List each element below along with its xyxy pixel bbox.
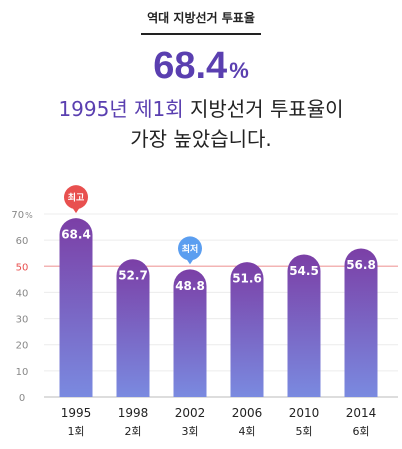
y-tick-label: 0 [19, 393, 25, 404]
badge-pointer [186, 258, 194, 265]
y-tick-label: 20 [16, 341, 29, 352]
bar-value-label: 48.8 [175, 279, 205, 293]
bar-value-label: 68.4 [61, 228, 91, 242]
highlight-number: 68.4 [153, 45, 228, 87]
x-sub-label: 3회 [181, 425, 198, 438]
x-tick-label: 2002 [175, 406, 206, 420]
badge-circle [178, 236, 202, 261]
y-tick-label: 40 [16, 288, 29, 299]
x-sub-label: 6회 [352, 425, 369, 438]
y-tick-label: 50 [16, 262, 29, 273]
badge-circle [64, 185, 88, 210]
bar [59, 218, 93, 397]
header-label: 역대 지방선거 투표율 [147, 11, 255, 25]
bar-value-label: 54.5 [289, 264, 319, 278]
headline-accent: 1995년 제1회 [58, 97, 184, 121]
y-tick-label: 10 [16, 367, 29, 378]
bar [287, 254, 321, 397]
y-tick-label: 60 [16, 236, 29, 247]
x-sub-label: 4회 [238, 425, 255, 438]
y-unit-label: % [25, 211, 33, 220]
x-tick-label: 2006 [232, 406, 263, 420]
x-tick-label: 2014 [346, 406, 377, 420]
badge-label: 최저 [182, 243, 199, 255]
headline-line-2: 가장 높았습니다. [130, 127, 272, 151]
badge-pointer [72, 207, 80, 214]
highlight-value: 68.4% [0, 46, 402, 91]
x-tick-label: 2010 [289, 406, 320, 420]
bar [230, 262, 264, 397]
y-tick-label: 70% [11, 210, 33, 221]
x-sub-label: 1회 [67, 425, 84, 438]
header-underline [141, 33, 261, 35]
bar [344, 248, 378, 397]
bar [173, 269, 207, 397]
x-sub-label: 2회 [124, 425, 141, 438]
bar-value-label: 56.8 [346, 258, 376, 272]
headline-rest: 지방선거 투표율이 [183, 97, 344, 121]
badge-label: 최고 [68, 192, 85, 204]
x-tick-label: 1998 [118, 406, 149, 420]
bar [116, 259, 150, 397]
x-tick-label: 1995 [61, 406, 92, 420]
bar-value-label: 51.6 [232, 272, 262, 286]
y-tick-label: 30 [16, 315, 29, 326]
bar-value-label: 52.7 [118, 269, 148, 283]
highlight-unit: % [229, 58, 249, 83]
headline-line-1: 1995년 제1회 지방선거 투표율이 [0, 96, 402, 122]
x-sub-label: 5회 [295, 425, 312, 438]
